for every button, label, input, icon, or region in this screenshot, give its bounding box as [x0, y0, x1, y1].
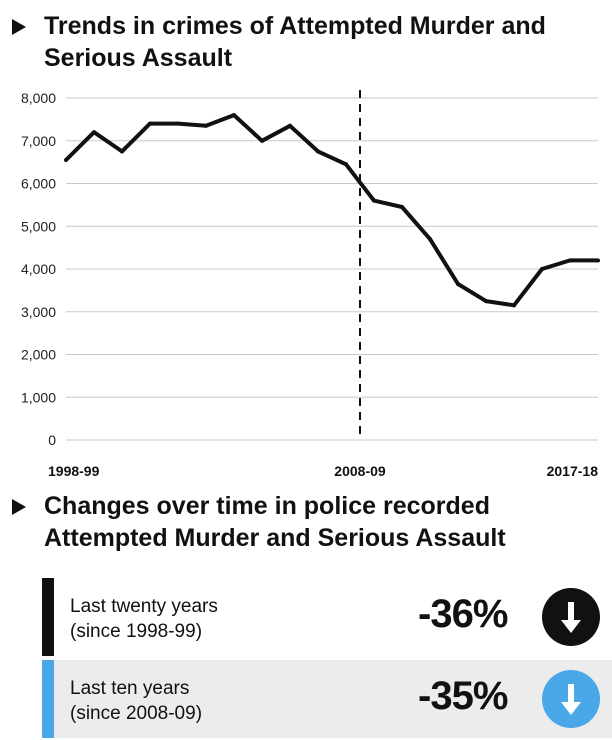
data-point [456, 281, 460, 286]
data-point [596, 258, 600, 263]
data-point [316, 149, 320, 154]
data-point [372, 198, 376, 203]
period-since-label: (since 2008-09) [70, 703, 203, 724]
y-tick-label: 5,000 [21, 218, 56, 234]
summary-row-ten-years: Last ten years (since 2008-09) -35% [42, 660, 612, 738]
data-point [344, 162, 348, 167]
y-tick-label: 1,000 [21, 389, 56, 405]
y-tick-label: 0 [48, 432, 56, 448]
data-point [540, 267, 544, 271]
down-arrow-icon [542, 670, 600, 728]
data-point [232, 113, 236, 118]
y-tick-label: 6,000 [21, 176, 56, 192]
x-tick-label: 1998-99 [48, 463, 100, 479]
data-point [204, 123, 208, 128]
x-axis-ticks: 1998-99 2008-09 2017-18 [48, 463, 598, 479]
y-tick-label: 4,000 [21, 261, 56, 277]
series-lines [64, 113, 598, 308]
down-arrow-icon [542, 588, 600, 646]
triangle-bullet-icon [12, 499, 26, 515]
y-tick-label: 3,000 [21, 304, 56, 320]
line-chart: 0 1,000 2,000 3,000 4,000 5,000 6,000 7,000 8,00… [21, 90, 600, 479]
data-point [568, 258, 572, 263]
grid-lines [66, 97, 598, 441]
chart-title: Trends in crimes of Attempted Murder and… [12, 10, 602, 74]
triangle-bullet-icon [12, 19, 26, 35]
data-point [64, 157, 68, 162]
data-point [288, 123, 292, 128]
data-point [400, 205, 404, 210]
chart-title-text: Trends in crimes of Attempted Murder and… [44, 12, 546, 72]
data-point [120, 149, 124, 154]
x-tick-label: 2008-09 [334, 463, 386, 479]
x-tick-label: 2017-18 [547, 463, 599, 479]
summary-row-twenty-years: Last twenty years (since 1998-99) -36% [42, 578, 612, 656]
data-point [512, 303, 516, 308]
data-point [148, 121, 152, 126]
y-tick-label: 8,000 [21, 90, 56, 106]
y-tick-label: 2,000 [21, 347, 56, 363]
data-point [428, 237, 432, 242]
period-label: Last ten years [70, 678, 190, 699]
summary-label: Last twenty years (since 1998-99) [70, 594, 218, 644]
summary-title-text: Changes over time in police recorded Att… [44, 492, 506, 552]
y-axis-ticks: 0 1,000 2,000 3,000 4,000 5,000 6,000 7,000 8,00… [21, 90, 56, 448]
accent-bar [42, 660, 54, 738]
y-tick-label: 7,000 [21, 133, 56, 149]
summary-label: Last ten years (since 2008-09) [70, 676, 202, 726]
data-points [64, 113, 600, 308]
data-point [260, 138, 264, 143]
data-point [176, 121, 180, 126]
series-line [64, 113, 598, 308]
accent-bar [42, 578, 54, 656]
period-since-label: (since 1998-99) [70, 621, 203, 642]
percent-change: -36% [418, 592, 508, 636]
summary-title: Changes over time in police recorded Att… [12, 490, 602, 554]
period-label: Last twenty years [70, 596, 218, 617]
percent-change: -35% [418, 674, 508, 718]
data-point [92, 130, 96, 135]
data-point [484, 299, 488, 304]
